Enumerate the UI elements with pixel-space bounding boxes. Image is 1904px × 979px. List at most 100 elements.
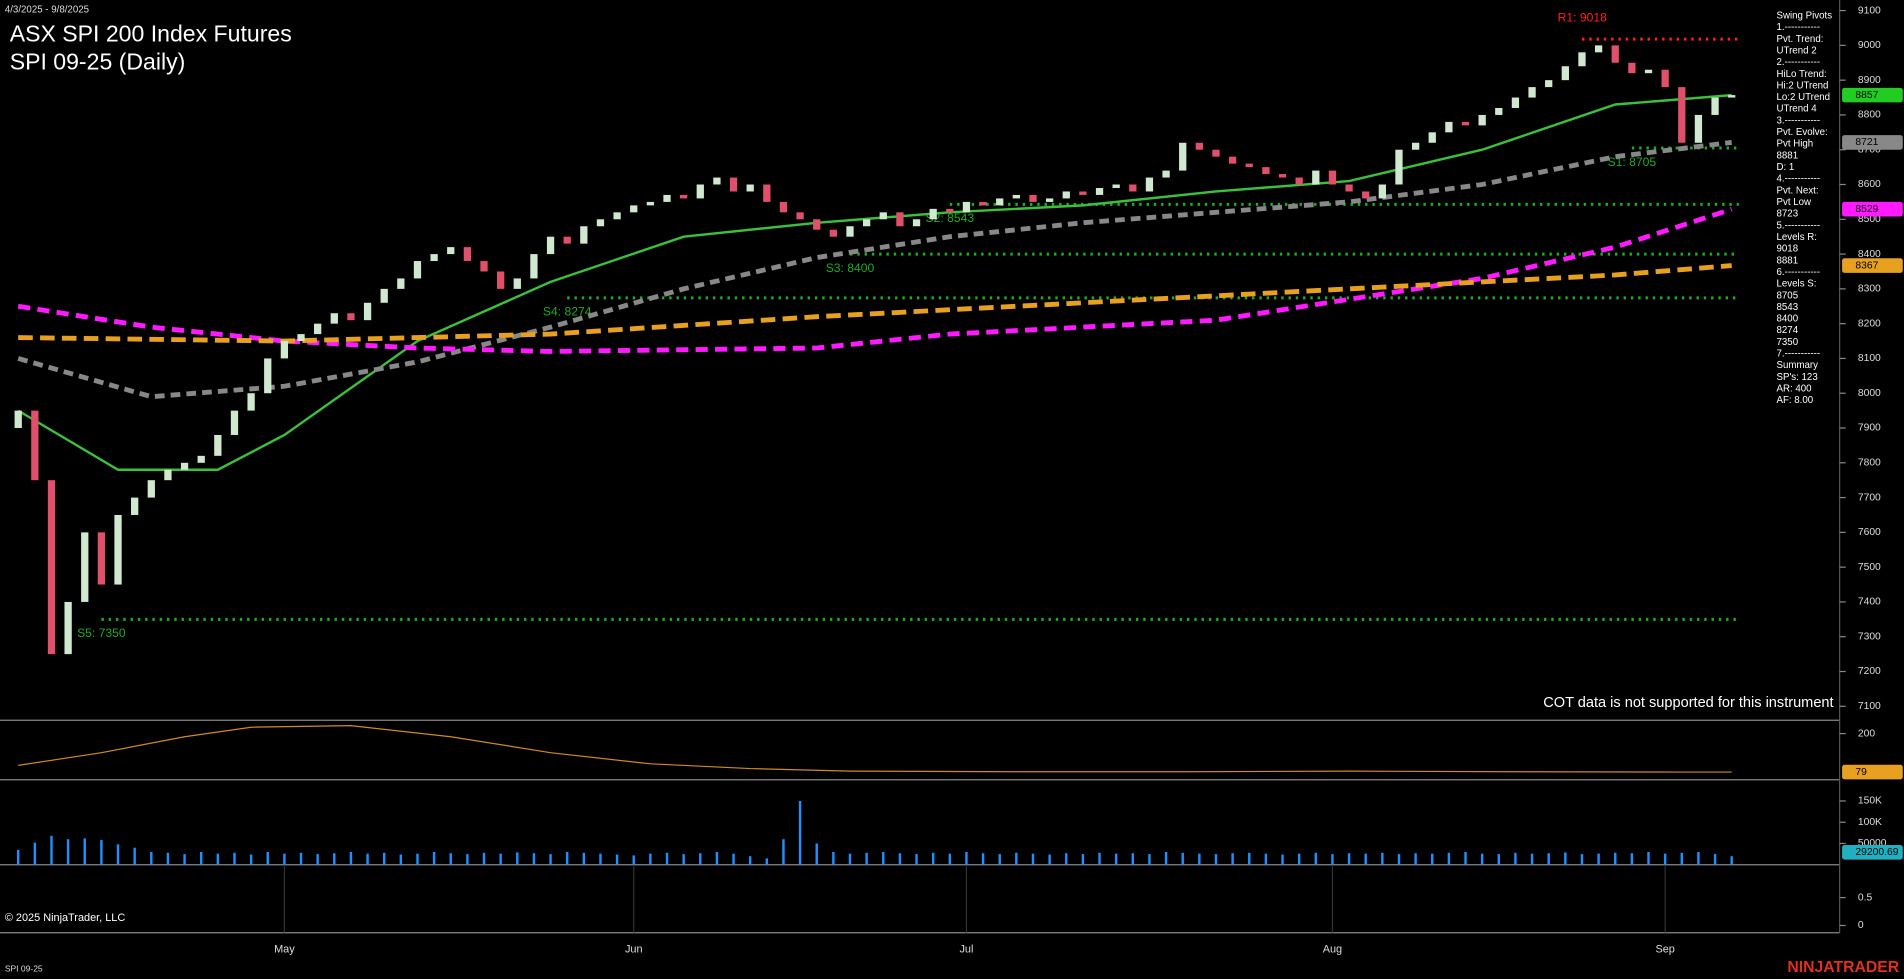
- volume-bar: [1397, 854, 1401, 865]
- volume-bar: [199, 851, 203, 865]
- volume-bar: [1564, 852, 1567, 865]
- candle: [513, 278, 521, 289]
- candle: [1328, 170, 1337, 185]
- volume-bar: [33, 842, 37, 865]
- y-tick-label: 100K: [1858, 817, 1882, 828]
- candle: [1678, 87, 1686, 143]
- y-tick-label: 0: [1858, 920, 1864, 931]
- candle: [1411, 142, 1420, 150]
- level-label: S3: 8400: [826, 261, 875, 275]
- candle: [1129, 184, 1137, 192]
- x-tick-label: Jul: [959, 944, 973, 956]
- candle: [1045, 198, 1054, 202]
- candle: [64, 601, 72, 655]
- y-tick-label: 7400: [1858, 597, 1881, 608]
- price-label: 29200.69: [1855, 847, 1898, 858]
- candle: [696, 184, 704, 199]
- volume-bar: [499, 853, 502, 865]
- candle: [779, 201, 788, 213]
- volume-bar: [748, 856, 752, 865]
- volume-bar: [582, 852, 586, 865]
- pivot-info: 9018: [1777, 244, 1799, 255]
- volume-bar: [649, 853, 652, 865]
- candle: [14, 410, 22, 429]
- candle: [31, 410, 39, 481]
- volume-bar: [432, 851, 436, 865]
- candle: [430, 254, 438, 262]
- volume-bar: [1580, 854, 1584, 865]
- volume-bar: [299, 852, 303, 865]
- price-label: 8529: [1855, 204, 1878, 215]
- y-tick-label: 50000: [1858, 838, 1887, 849]
- volume-bar: [100, 840, 103, 865]
- candle: [497, 271, 505, 289]
- volume-bar: [1015, 852, 1018, 865]
- candle: [230, 410, 239, 435]
- candle: [114, 514, 122, 585]
- volume-bar: [233, 852, 236, 865]
- candle: [1212, 149, 1220, 157]
- candle: [1162, 170, 1170, 178]
- candle: [131, 497, 139, 515]
- volume-bar: [699, 853, 702, 865]
- volume-bar: [1148, 854, 1151, 865]
- pivot-info: 8705: [1777, 290, 1799, 301]
- candle: [613, 212, 621, 220]
- y-tick-label: 8900: [1858, 75, 1881, 86]
- candle: [81, 532, 89, 602]
- candle: [1461, 121, 1470, 126]
- candle: [1295, 177, 1303, 185]
- candle: [1278, 174, 1287, 178]
- pivot-info: AF: 8.00: [1777, 395, 1814, 406]
- candle: [796, 212, 804, 220]
- volume-bar: [549, 854, 552, 865]
- candle: [147, 480, 155, 498]
- y-tick-label: 8500: [1858, 214, 1881, 225]
- y-tick-label: 9100: [1858, 5, 1881, 16]
- volume-bar: [998, 854, 1001, 865]
- volume-bar: [615, 854, 619, 865]
- volume-bar: [565, 851, 569, 865]
- candle: [879, 212, 887, 220]
- price-label-box: [1842, 201, 1903, 217]
- candle: [1179, 142, 1187, 171]
- x-tick-label: Sep: [1655, 944, 1674, 956]
- y-tick-label: 150K: [1858, 796, 1882, 807]
- volume-bar: [1031, 853, 1035, 865]
- copyright: © 2025 NinjaTrader, LLC: [5, 912, 126, 924]
- y-tick-label: 8000: [1858, 388, 1881, 399]
- y-tick-label: 8400: [1858, 249, 1881, 260]
- candle: [1594, 45, 1603, 53]
- candle: [1661, 69, 1669, 88]
- volume-bar: [898, 853, 902, 865]
- volume-bar: [316, 854, 319, 865]
- pivot-info: Swing Pivots: [1777, 10, 1833, 21]
- candle: [1112, 184, 1120, 188]
- pivot-info: 8723: [1777, 209, 1799, 220]
- candle: [929, 208, 937, 220]
- volume-bar: [516, 852, 519, 865]
- candle: [1578, 52, 1586, 67]
- candle: [1711, 97, 1719, 115]
- pivot-info: Hi:2 UTrend: [1777, 80, 1829, 91]
- chart-subtitle: SPI 09-25 (Daily): [10, 48, 186, 74]
- pivot-info: 2.-----------: [1777, 57, 1821, 68]
- pivot-info: 8881: [1777, 150, 1799, 161]
- volume-bar: [1347, 853, 1351, 865]
- candle: [862, 219, 871, 227]
- candle: [1628, 62, 1636, 74]
- volume-bar: [349, 851, 353, 865]
- volume-bar: [981, 853, 985, 865]
- price-label: 79: [1855, 767, 1867, 778]
- volume-bar: [848, 853, 852, 865]
- candle: [214, 434, 222, 456]
- y-tick-label: 7300: [1858, 631, 1881, 642]
- volume-bar: [1114, 853, 1118, 865]
- volume-bar: [416, 853, 419, 865]
- pivot-info: Levels S:: [1777, 279, 1817, 290]
- candle: [1312, 170, 1320, 185]
- volume-bar: [166, 852, 170, 865]
- candle: [47, 480, 56, 655]
- y-tick-label: 7700: [1858, 492, 1881, 503]
